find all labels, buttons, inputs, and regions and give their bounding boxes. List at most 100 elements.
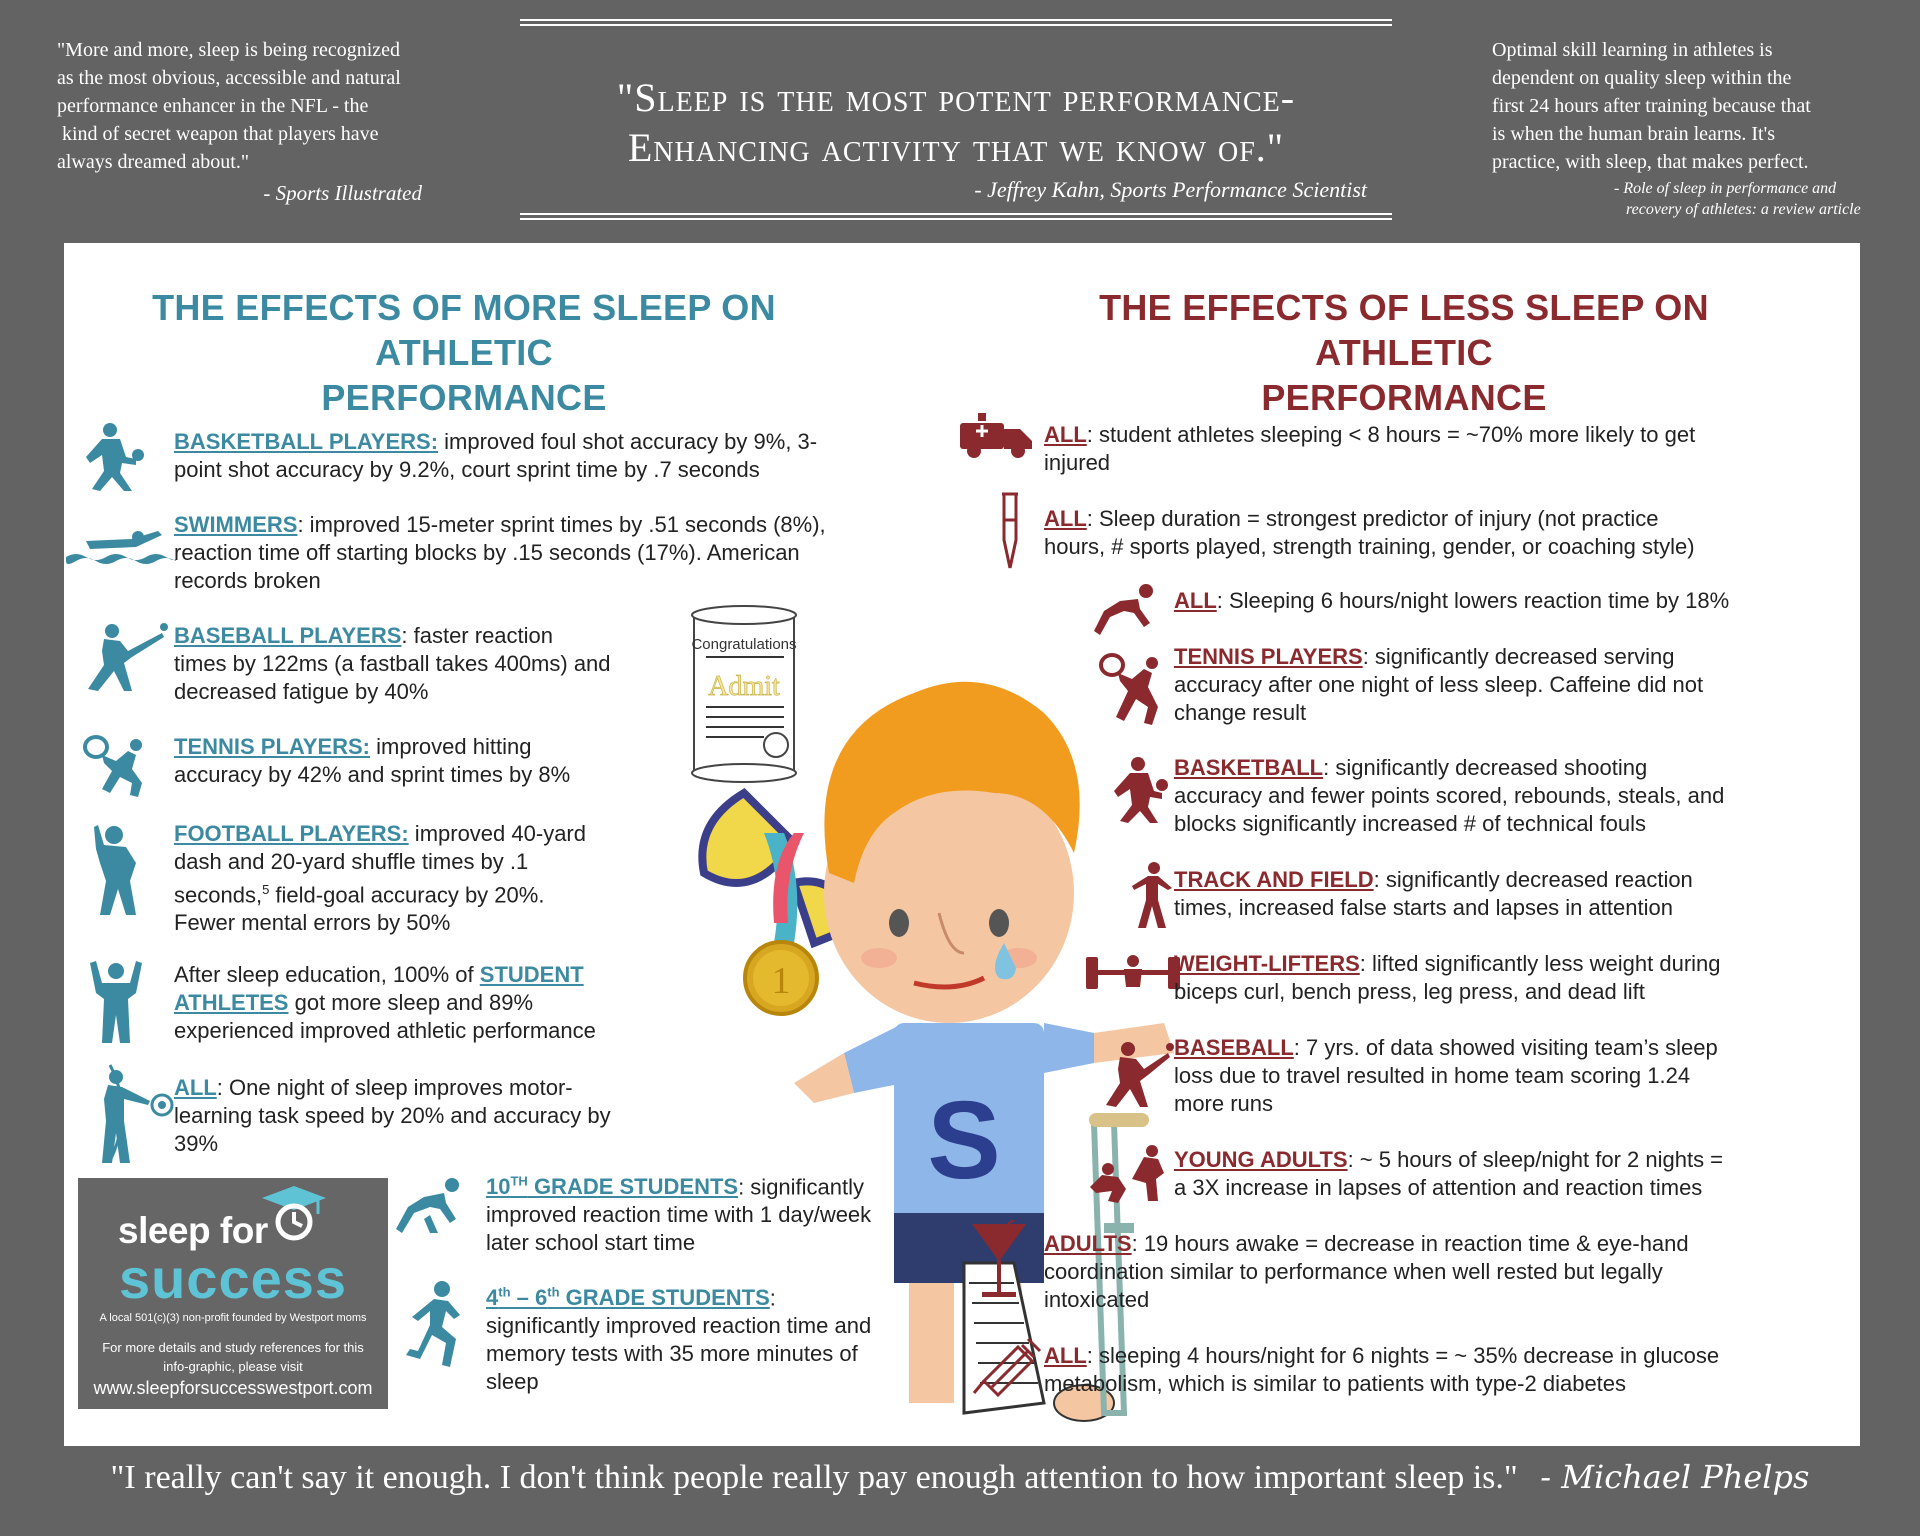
less-sleep-basketball: BASKETBALL: significantly decreased shoo…: [1174, 754, 1854, 838]
item-text: dash and 20-yard shuffle times by .1: [174, 849, 529, 874]
item-text: biceps curl, bench press, leg press, and…: [1174, 979, 1645, 1004]
item-text: accuracy after one night of less sleep. …: [1174, 672, 1704, 697]
item-text: experienced improved athletic performanc…: [174, 1018, 596, 1043]
item-text: change result: [1174, 700, 1307, 725]
logo-info-line: For more details and study references fo…: [102, 1340, 364, 1355]
item-text: injured: [1044, 450, 1111, 475]
main-quote-line: Enhancing activity that we know of.": [627, 125, 1285, 170]
item-label: ALL: [1044, 1343, 1087, 1368]
scroll-admit-word: Admit: [708, 671, 780, 702]
item-text: metabolism, which is similar to patients…: [1044, 1371, 1627, 1396]
attribution-line: - Role of sleep in performance and: [1614, 180, 1837, 197]
label-part: GRADE STUDENTS: [559, 1285, 770, 1311]
sleep-for-success-logo-box: sleep for success A local 501(c)(3) non-…: [78, 1178, 388, 1409]
item-text: : One night of sleep improves motor-: [216, 1075, 573, 1100]
heading-line: PERFORMANCE: [1261, 377, 1547, 418]
item-text: blocks significantly increased # of tech…: [1174, 811, 1647, 836]
item-label: YOUNG ADULTS: [1174, 1147, 1348, 1172]
label-part: GRADE STUDENTS: [527, 1174, 739, 1200]
item-text: : Sleep duration = strongest predictor o…: [1086, 506, 1659, 531]
item-text: seconds,: [174, 882, 263, 908]
footer-quote-text: "I really can't say it enough. I don't t…: [110, 1459, 1518, 1496]
item-text: accuracy and fewer points scored, reboun…: [1174, 783, 1725, 808]
label-sup: th: [547, 1285, 560, 1300]
label-part: 10: [486, 1174, 511, 1200]
footer-quote: "I really can't say it enough. I don't t…: [0, 1458, 1920, 1497]
basketball-player-icon: [86, 423, 144, 491]
quote-line: dependent on quality sleep within the: [1492, 67, 1792, 89]
quote-attribution: - Sports Illustrated: [263, 181, 422, 205]
footer-quote-attribution: - Michael Phelps: [1540, 1458, 1810, 1496]
item-text: : significantly decreased serving: [1362, 644, 1675, 669]
item-text: : improved 15-meter sprint times by .51 …: [297, 512, 826, 537]
item-text: improved reaction time with 1 day/week: [486, 1202, 872, 1228]
item-text: got more sleep and 89%: [288, 990, 534, 1015]
item-label: ATHLETES: [174, 990, 289, 1015]
less-sleep-young-adults: YOUNG ADULTS: ~ 5 hours of sleep/night f…: [1174, 1146, 1854, 1202]
sprinter-start-icon: [1094, 584, 1153, 635]
logo-info: For more details and study references fo…: [78, 1338, 388, 1376]
main-quote-box: "Sleep is the most potent performance- E…: [520, 19, 1392, 222]
main-quote-line: "Sleep is the most potent performance-: [616, 75, 1296, 120]
item-text: Fewer mental errors by 50%: [174, 910, 451, 936]
item-text: records broken: [174, 568, 321, 593]
item-text: point shot accuracy by 9.2%, court sprin…: [174, 457, 760, 482]
label-part: 4: [486, 1285, 499, 1311]
basketball-player-icon: [1114, 757, 1168, 823]
quote-line: kind of secret weapon that players have: [57, 123, 379, 145]
quote-line: always dreamed about.": [57, 151, 249, 173]
label-sup: TH: [510, 1174, 528, 1189]
logo-info-line: info-graphic, please visit: [163, 1359, 303, 1374]
item-text: hours, # sports played, strength trainin…: [1044, 534, 1695, 559]
item-text: :: [769, 1285, 776, 1311]
item-text: later school start time: [486, 1230, 696, 1256]
heading-line: THE EFFECTS OF MORE SLEEP ON ATHLETIC: [152, 287, 776, 373]
logo-text-bottom: success: [118, 1247, 348, 1310]
student-athlete-icon: [90, 961, 142, 1043]
archer-icon: [102, 1064, 174, 1163]
item-text: improved foul shot accuracy by 9%, 3-: [438, 429, 818, 454]
item-text: : significantly decreased reaction: [1373, 867, 1693, 892]
football-player-icon: [94, 825, 136, 915]
item-label: ALL: [1044, 506, 1087, 531]
ambulance-icon: [960, 413, 1032, 458]
item-text: sleep: [486, 1369, 539, 1395]
crutch: [1089, 1113, 1149, 1416]
label-part: – 6: [510, 1285, 548, 1311]
item-text: decreased fatigue by 40%: [174, 679, 429, 704]
item-text: intoxicated: [1044, 1287, 1150, 1312]
more-sleep-10th-grade: 10TH GRADE STUDENTS: significantly impro…: [486, 1168, 946, 1257]
swimmer-icon: [66, 531, 176, 564]
scroll-title: Congratulations: [691, 636, 796, 653]
item-label: BASEBALL PLAYERS: [174, 623, 402, 648]
item-text: : ~ 5 hours of sleep/night for 2 nights …: [1347, 1147, 1724, 1172]
item-text: : lifted significantly less weight durin…: [1359, 951, 1721, 976]
content-panel: THE EFFECTS OF MORE SLEEP ON ATHLETIC PE…: [64, 243, 1860, 1446]
item-text: : Sleeping 6 hours/night lowers reaction…: [1216, 588, 1730, 613]
less-sleep-tennis: TENNIS PLAYERS: significantly decreased …: [1174, 643, 1854, 727]
item-text: coordination similar to performance when…: [1044, 1259, 1663, 1284]
tennis-player-icon: [1099, 653, 1158, 725]
item-label: ALL: [174, 1075, 217, 1100]
item-label: 4th – 6th GRADE STUDENTS: [486, 1285, 770, 1310]
runner-icon: [406, 1281, 460, 1367]
item-text: more runs: [1174, 1091, 1274, 1116]
more-sleep-tennis: TENNIS PLAYERS: improved hitting accurac…: [174, 733, 714, 789]
item-text: learning task speed by 20% and accuracy …: [174, 1103, 611, 1128]
crutch-icon: [1002, 492, 1018, 569]
main-quote-attribution: - Jeffrey Kahn, Sports Performance Scien…: [974, 177, 1367, 202]
sprinter-start-icon: [396, 1178, 459, 1233]
item-text: field-goal accuracy by 20%.: [269, 882, 545, 908]
trophy-medal: 1: [698, 787, 870, 1016]
less-sleep-adults: ADULTS: 19 hours awake = decrease in rea…: [1044, 1230, 1834, 1314]
shirt-letter: S: [927, 1079, 1000, 1202]
track-runner-icon: [1132, 862, 1172, 928]
more-sleep-student-athletes: After sleep education, 100% of STUDENT A…: [174, 961, 714, 1045]
item-label: STUDENT: [479, 962, 584, 987]
more-sleep-4th-6th-grade: 4th – 6th GRADE STUDENTS: significantly …: [486, 1279, 946, 1396]
item-label: ADULTS: [1044, 1231, 1132, 1256]
item-text: improved hitting: [370, 734, 532, 759]
more-sleep-football: FOOTBALL PLAYERS: improved 40-yard dash …: [174, 820, 714, 937]
footnote-marker: 5: [262, 882, 270, 897]
item-text: 39%: [174, 1131, 219, 1156]
